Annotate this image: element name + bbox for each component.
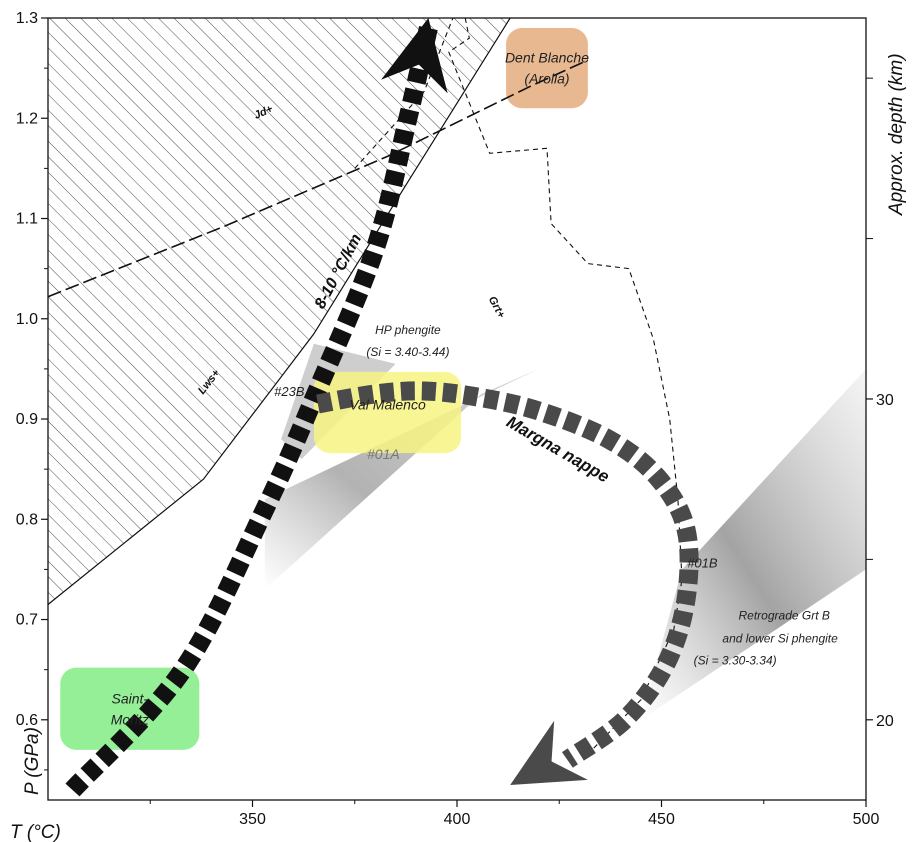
annotation-sample-01b: #01B xyxy=(687,555,718,570)
shade-01a xyxy=(264,368,539,590)
dent-blanche-box xyxy=(506,28,588,109)
y-tick-label: 1.3 xyxy=(16,10,38,27)
axes: 350 400 450 500 0.6 0.7 0.8 0.9 1.0 1.1 1.2 1.3 30 20 xyxy=(16,10,894,828)
x-tick-label: 400 xyxy=(444,811,471,828)
annotation-sample-23b: #23B xyxy=(274,384,305,399)
annotation-hp-phengite-1: HP phengite xyxy=(375,323,441,337)
x-tick-label: 450 xyxy=(648,811,675,828)
y-tick-label: 1.1 xyxy=(16,211,38,228)
annotation-retro-1: Retrograde Grt B xyxy=(739,609,830,623)
y-tick-label: 0.8 xyxy=(16,511,38,528)
annotation-hp-phengite-2: (Si = 3.40-3.44) xyxy=(366,345,449,359)
hatched-field xyxy=(48,18,511,605)
reaction-line-jd xyxy=(47,59,589,298)
y-axis-title: P (GPa) xyxy=(22,727,43,795)
retrograde-arrowhead xyxy=(510,720,588,785)
margna-nappe-path xyxy=(316,381,699,768)
reaction-label-grt: Grt+ xyxy=(486,294,508,320)
pt-paths xyxy=(65,18,699,797)
y-tick-label: 0.6 xyxy=(16,712,38,729)
x-tick-label: 500 xyxy=(853,811,880,828)
saint-moritz-label: Moritz xyxy=(111,711,149,727)
depth-tick-label: 30 xyxy=(876,392,894,409)
lawsonite-field xyxy=(48,18,511,605)
y-tick-label: 0.9 xyxy=(16,411,38,428)
annotation-retro-2: and lower Si phengite xyxy=(722,632,838,646)
shade-01b xyxy=(641,368,866,720)
x-tick-label: 350 xyxy=(239,811,266,828)
val-malenco-label: Val Malenco xyxy=(349,397,426,413)
y2-axis-title: Approx. depth (km) xyxy=(886,53,907,216)
saint-moritz-label: Saint- xyxy=(112,690,149,706)
dent-blanche-label: (Arolla) xyxy=(524,71,569,87)
depth-tick-label: 20 xyxy=(876,713,894,730)
y-tick-label: 1.0 xyxy=(16,311,38,328)
reaction-line-grt xyxy=(448,17,683,751)
prograde-arrowhead xyxy=(381,18,448,94)
annotation-sample-01a: #01A xyxy=(367,446,400,462)
dent-blanche-label: Dent Blanche xyxy=(505,50,589,66)
prograde-path xyxy=(65,25,438,797)
annotation-retro-3: (Si = 3.30-3.34) xyxy=(694,654,777,668)
y-tick-label: 1.2 xyxy=(16,110,38,127)
y-tick-label: 0.7 xyxy=(16,612,38,629)
x-axis-title: T (°C) xyxy=(10,822,61,842)
